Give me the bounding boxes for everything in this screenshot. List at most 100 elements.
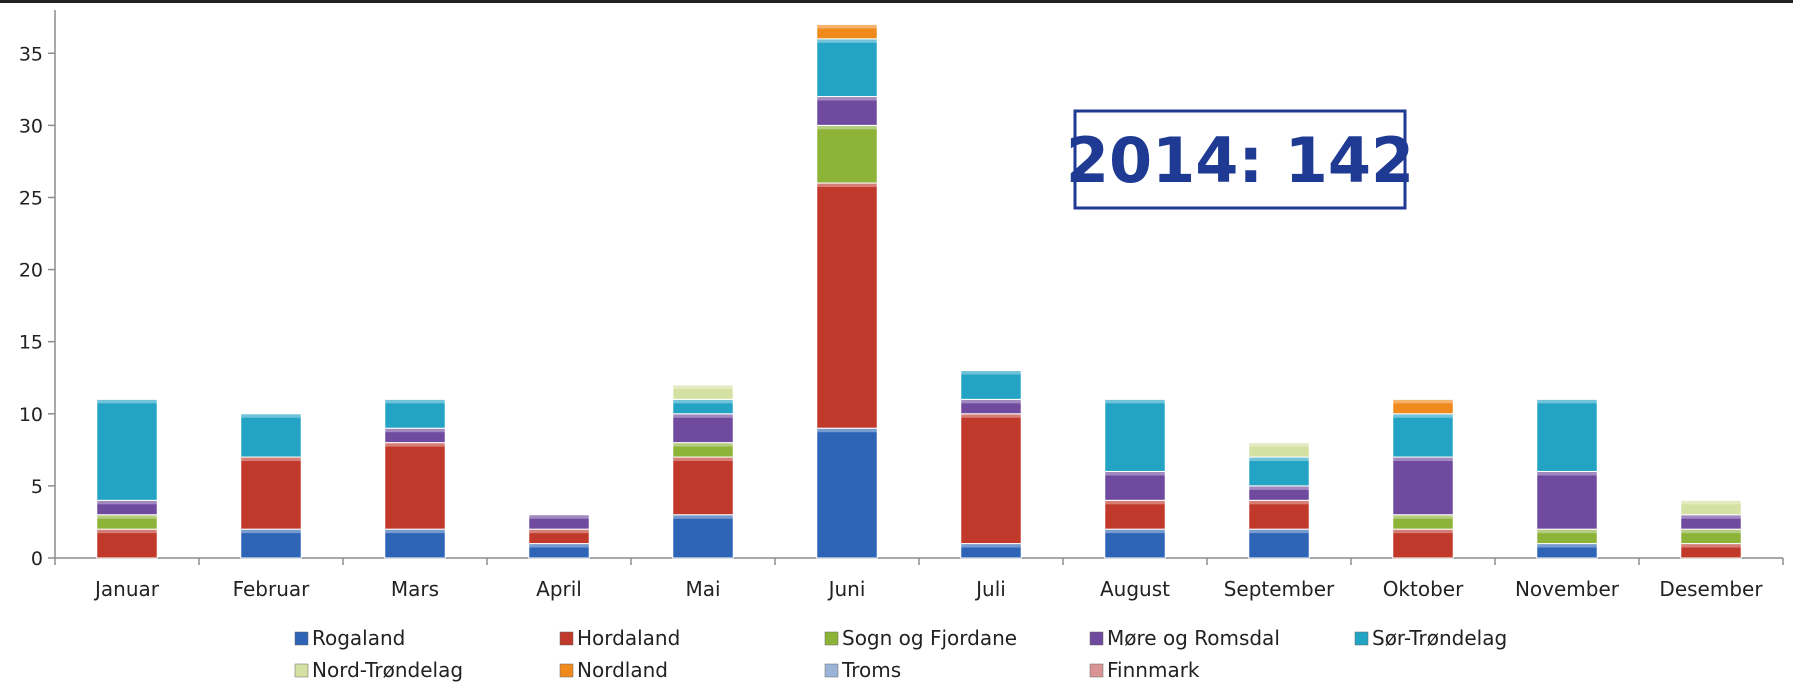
bar-segment — [1536, 398, 1598, 472]
bar-segment-highlight — [672, 399, 734, 404]
bar-segment-highlight — [1536, 471, 1598, 476]
x-tick-label: Januar — [93, 577, 160, 601]
legend-swatch — [824, 631, 839, 646]
bar-segment-highlight — [1392, 457, 1454, 462]
bar-segment — [672, 413, 734, 444]
bar-segment — [1680, 499, 1742, 516]
bar-segment-highlight — [384, 529, 446, 534]
bar-segment-highlight — [960, 543, 1022, 548]
x-tick-label: November — [1515, 577, 1620, 601]
bar-segment — [240, 413, 302, 458]
bar-segment-highlight — [672, 442, 734, 447]
bar-segment — [96, 398, 158, 501]
y-tick-label: 5 — [31, 476, 43, 498]
legend-swatch — [1354, 631, 1369, 646]
bar-segment — [1104, 528, 1166, 559]
bar-segment-highlight — [1104, 471, 1166, 476]
bar-segment — [384, 442, 446, 530]
legend-label: Finnmark — [1107, 658, 1200, 682]
y-tick-label: 30 — [19, 115, 43, 137]
legend-swatch — [559, 663, 574, 678]
legend-label: Nord-Trøndelag — [312, 658, 463, 682]
y-tick-label: 25 — [19, 187, 43, 209]
annotation-frame — [1073, 109, 1407, 210]
bar-segment — [960, 370, 1022, 400]
bar-segment-highlight — [1680, 514, 1742, 519]
x-tick-label: Oktober — [1383, 577, 1464, 601]
legend-label: Møre og Romsdal — [1107, 626, 1280, 650]
bar-segment-highlight — [960, 413, 1022, 418]
bars — [96, 23, 1742, 559]
legend-label: Rogaland — [312, 626, 405, 650]
legend-swatch — [1089, 631, 1104, 646]
bar-segment-highlight — [1248, 485, 1310, 490]
x-tick-label: August — [1100, 577, 1170, 601]
top-border — [0, 0, 1793, 3]
x-tick-label: Mai — [685, 577, 720, 601]
bar-segment-highlight — [1680, 529, 1742, 534]
bar-segment — [1392, 413, 1454, 458]
bar-segment — [240, 528, 302, 559]
bar-segment — [816, 182, 878, 429]
bar-segment-highlight — [96, 529, 158, 534]
bar-segment — [1104, 470, 1166, 501]
bar-segment-highlight — [1248, 529, 1310, 534]
bar-segment — [1104, 398, 1166, 472]
bar-segment-highlight — [1392, 413, 1454, 418]
bar-segment-highlight — [1104, 529, 1166, 534]
y-tick-label: 15 — [19, 332, 43, 354]
bar-segment-highlight — [1680, 543, 1742, 548]
annotation-box: 2014: 142 — [1066, 109, 1414, 210]
bar-segment — [1392, 528, 1454, 559]
bar-segment-highlight — [96, 399, 158, 404]
legend-label: Troms — [841, 658, 901, 682]
bar-segment-highlight — [816, 24, 878, 29]
bar-segment-highlight — [960, 399, 1022, 404]
legend-swatch — [294, 663, 309, 678]
bar-segment — [816, 124, 878, 184]
legend-label: Sør-Trøndelag — [1372, 626, 1507, 650]
bar-segment — [1248, 442, 1310, 458]
axes: 0 5 10 15 20 25 30 35 Januar Februar Mars April Mai J… — [19, 10, 1784, 601]
bar-segment — [1248, 528, 1310, 559]
bar-segment — [816, 38, 878, 98]
bar-segment-highlight — [1680, 500, 1742, 505]
x-tick-label: Juli — [974, 577, 1006, 601]
bar-segment-highlight — [528, 529, 590, 534]
bar-segment — [1248, 499, 1310, 530]
bar-segment — [816, 96, 878, 126]
legend-label: Sogn og Fjordane — [842, 626, 1017, 650]
x-tick-label: Juni — [827, 577, 866, 601]
bar-segment — [672, 514, 734, 559]
bar-segment-highlight — [816, 428, 878, 433]
bar-segment-highlight — [1536, 529, 1598, 534]
bar-segment-highlight — [1104, 500, 1166, 505]
bar-segment-highlight — [384, 442, 446, 447]
legend-swatch — [1089, 663, 1104, 678]
bar-segment-highlight — [240, 457, 302, 462]
bar-segment — [816, 427, 878, 559]
bar-segment-highlight — [528, 543, 590, 548]
bar-segment — [528, 514, 590, 530]
bar-segment-highlight — [96, 500, 158, 505]
bar-segment-highlight — [672, 457, 734, 462]
y-tick-label: 10 — [19, 404, 43, 426]
bar-segment-highlight — [1536, 543, 1598, 548]
bar-segment-highlight — [672, 514, 734, 519]
bar-segment — [1392, 456, 1454, 516]
bar-segment — [960, 413, 1022, 545]
bar-segment-highlight — [1248, 442, 1310, 447]
bar-segment-highlight — [816, 125, 878, 130]
bar-segment-highlight — [1536, 399, 1598, 404]
bar-segment-highlight — [384, 399, 446, 404]
bar-segment-highlight — [1104, 399, 1166, 404]
x-tick-label: April — [536, 577, 582, 601]
y-tick-label: 0 — [31, 548, 43, 570]
legend-label: Hordaland — [577, 626, 680, 650]
annotation-text: 2014: 142 — [1066, 124, 1414, 197]
bar-segment-highlight — [240, 413, 302, 418]
bar-segment — [1248, 456, 1310, 487]
bar-segment — [384, 528, 446, 559]
x-tick-label: Februar — [233, 577, 311, 601]
legend-swatch — [294, 631, 309, 646]
